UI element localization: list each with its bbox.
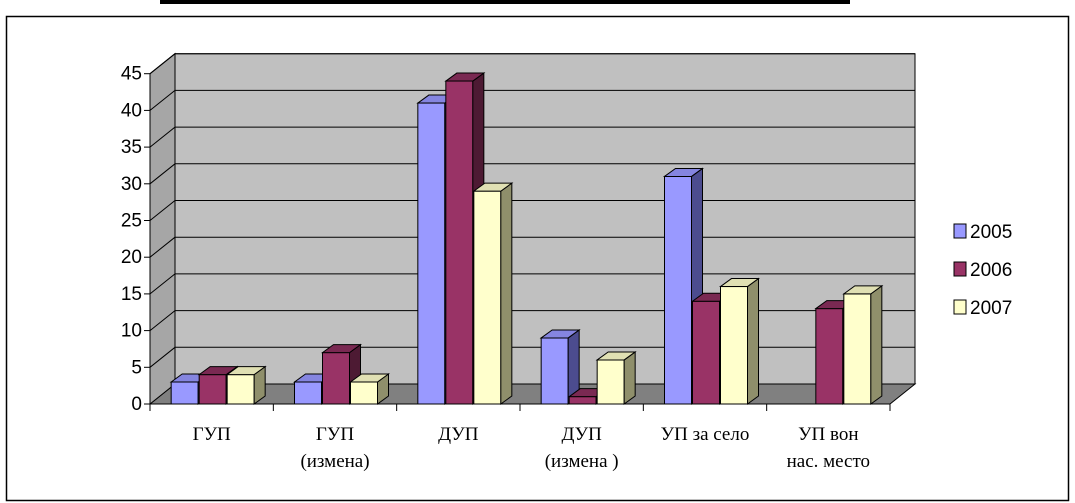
bar-top bbox=[539, 329, 581, 339]
bar-front bbox=[226, 374, 255, 405]
legend-swatch-2006 bbox=[953, 261, 967, 277]
bar-top bbox=[718, 278, 761, 288]
bar-front bbox=[815, 308, 844, 405]
gridline-side bbox=[149, 346, 176, 368]
bar-top bbox=[225, 366, 267, 376]
y-tick-label: 35 bbox=[121, 137, 142, 158]
bar-top bbox=[320, 344, 363, 354]
y-tick-label: 25 bbox=[121, 211, 142, 232]
legend: 2005 2006 2007 bbox=[953, 222, 1012, 319]
bar-top bbox=[842, 285, 884, 295]
bar-top bbox=[662, 167, 705, 177]
legend-label-2006: 2006 bbox=[970, 260, 1012, 281]
bar-side bbox=[623, 350, 636, 405]
gridline-side bbox=[149, 90, 176, 111]
bar-front bbox=[568, 396, 597, 405]
x-category-label: ДУП bbox=[561, 424, 602, 445]
bar-front bbox=[692, 300, 720, 405]
y-tick-label: 10 bbox=[121, 321, 142, 342]
bar-front bbox=[198, 374, 227, 405]
side-wall bbox=[149, 52, 176, 406]
gridline-side bbox=[149, 310, 176, 331]
x-category-label: нас. место bbox=[787, 451, 870, 472]
y-tick-label: 20 bbox=[121, 247, 142, 268]
x-category-label: ГУП bbox=[193, 424, 231, 445]
y-tick-label: 5 bbox=[131, 357, 142, 378]
back-wall bbox=[174, 53, 916, 385]
gridline-side bbox=[149, 200, 176, 221]
bar-front bbox=[350, 381, 378, 405]
y-tick-label: 40 bbox=[121, 100, 142, 121]
bar-2007-3 bbox=[595, 350, 637, 405]
y-tick-label: 15 bbox=[121, 284, 142, 305]
x-category-label: УП за село bbox=[661, 424, 750, 445]
gridline-side bbox=[149, 236, 176, 258]
plot-area: 0 5 10 15 20 25 30 35 40 45 ГУП ГУП (измена) ДУП ДУП (и… bbox=[121, 52, 917, 472]
bar-front bbox=[170, 381, 199, 405]
gridline-side bbox=[149, 273, 176, 295]
legend-swatch-2005 bbox=[953, 223, 967, 239]
bar-front bbox=[596, 359, 625, 405]
gridline-side bbox=[149, 163, 176, 185]
legend-label-2005: 2005 bbox=[970, 222, 1012, 243]
bar-2007-0 bbox=[225, 365, 267, 405]
bar-front bbox=[664, 175, 692, 405]
bar-side bbox=[500, 182, 513, 405]
bar-side bbox=[747, 277, 759, 405]
bar-front bbox=[473, 190, 502, 405]
top-heading-strip bbox=[160, 0, 850, 4]
y-tick-label: 30 bbox=[121, 174, 142, 195]
bar-top bbox=[595, 351, 637, 361]
bar-top bbox=[348, 373, 391, 383]
bar-2007-2 bbox=[472, 182, 514, 405]
bar-side bbox=[870, 284, 883, 405]
x-category-label: ГУП bbox=[316, 424, 354, 445]
x-category-label: (измена) bbox=[300, 451, 369, 472]
bar-2007-4 bbox=[718, 277, 761, 405]
bar-2007-5 bbox=[842, 284, 884, 405]
bar-top bbox=[444, 72, 486, 82]
legend-label-2007: 2007 bbox=[970, 298, 1012, 319]
x-category-label: (измена ) bbox=[545, 451, 619, 472]
legend-swatch-2007 bbox=[953, 299, 967, 315]
x-category-label: ДУП bbox=[438, 424, 479, 445]
bar-front bbox=[294, 381, 322, 405]
bar-2005-3 bbox=[539, 328, 581, 405]
bar-2007-1 bbox=[348, 372, 391, 405]
bar-front bbox=[417, 102, 446, 405]
bar-top bbox=[197, 366, 239, 376]
bar-front bbox=[445, 80, 474, 405]
bar-front bbox=[540, 337, 569, 405]
bar-front bbox=[322, 352, 350, 405]
bar-front bbox=[720, 286, 748, 405]
y-tick-label: 45 bbox=[121, 64, 142, 85]
gridline-side bbox=[149, 126, 176, 148]
gridline-side bbox=[149, 53, 176, 75]
bar-front bbox=[843, 293, 872, 405]
x-category-label: УП вон bbox=[798, 424, 858, 445]
bar-top bbox=[472, 182, 514, 192]
y-tick-label: 0 bbox=[131, 394, 142, 415]
